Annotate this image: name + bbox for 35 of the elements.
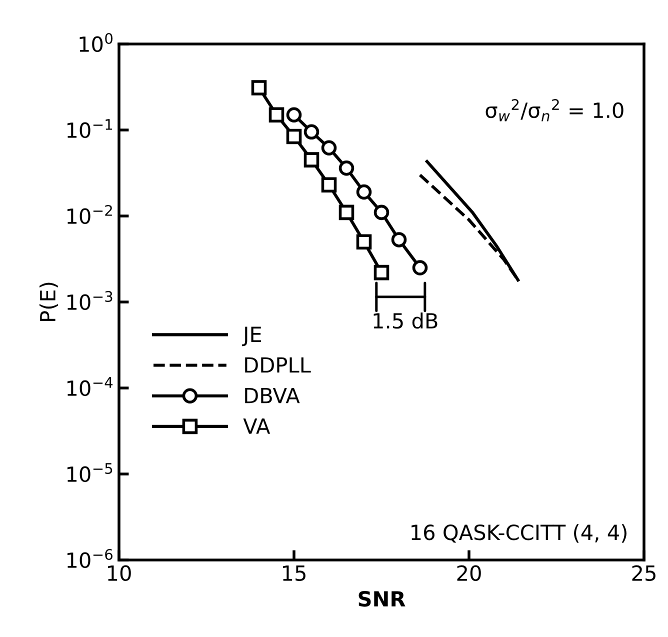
- annotation: σ$_{w}$$^{2}$/σ$_{n}$$^{2}$ = 1.0: [486, 99, 624, 122]
- point: [286, 107, 302, 122]
- annotation: 1.5 dB: [374, 312, 438, 329]
- x-axis-title: SNR: [358, 590, 406, 607]
- x-tick-label: 25: [632, 565, 656, 581]
- y-tick-label: 10$^{−3}$: [67, 290, 112, 310]
- point: [286, 128, 302, 144]
- y-tick-label: 10$^{−1}$: [67, 119, 112, 138]
- y-tick-label: 10$^{0}$: [80, 32, 112, 52]
- legend-label: VA: [243, 418, 270, 434]
- point: [374, 204, 390, 220]
- point: [391, 232, 407, 248]
- legend-label: DBVA: [245, 388, 300, 404]
- legend-label: DDPLL: [245, 357, 311, 373]
- point: [338, 160, 354, 176]
- point: [304, 124, 320, 140]
- point: [356, 234, 372, 250]
- x-tick-label: 20: [457, 565, 481, 581]
- point: [374, 264, 390, 280]
- x-tick-label: 15: [283, 566, 306, 581]
- point: [356, 184, 372, 200]
- point: [412, 260, 428, 276]
- y-axis-title: P(E): [39, 282, 58, 321]
- point: [304, 152, 320, 168]
- x-tick-label: 10: [108, 565, 131, 581]
- point: [321, 140, 337, 156]
- legend-label: JE: [242, 326, 262, 346]
- y-tick-label: 10$^{−5}$: [67, 463, 112, 482]
- y-tick-label: 10$^{−2}$: [67, 204, 112, 224]
- point: [251, 80, 267, 96]
- annotation: 16 QASK-CCITT (4, 4): [412, 524, 626, 543]
- point: [338, 204, 354, 220]
- point: [321, 177, 337, 193]
- point: [268, 107, 284, 122]
- y-tick-label: 10$^{−4}$: [67, 377, 113, 396]
